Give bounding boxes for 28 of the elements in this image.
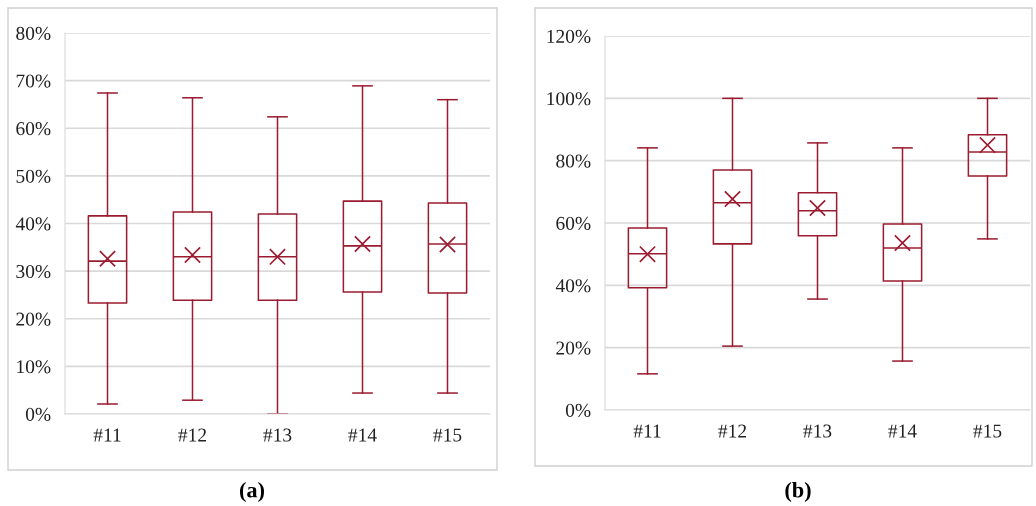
- y-tick-label: 0%: [25, 407, 51, 421]
- x-tick-label: #12: [718, 424, 747, 438]
- y-tick-label: 60%: [16, 122, 51, 136]
- x-tick-label: #15: [973, 424, 1002, 438]
- y-tick-label: 60%: [556, 216, 591, 230]
- y-tick-label: 80%: [16, 26, 51, 40]
- x-tick-label: #14: [348, 428, 377, 442]
- y-tick-label: 70%: [16, 74, 51, 88]
- y-tick-label: 20%: [16, 312, 51, 326]
- x-tick-label: #15: [433, 428, 462, 442]
- y-tick-label: 30%: [16, 264, 51, 279]
- text: (b): [785, 481, 811, 503]
- y-tick-label: 20%: [556, 341, 591, 355]
- y-tick-label: 0%: [565, 403, 591, 417]
- x-tick-label: #13: [803, 424, 832, 438]
- y-tick-label: 120%: [547, 29, 591, 43]
- x-tick-label: #12: [178, 428, 207, 442]
- y-tick-label: 100%: [547, 92, 591, 106]
- y-tick-label: 50%: [16, 169, 51, 183]
- x-tick-label: #13: [263, 428, 292, 442]
- x-tick-label: #11: [633, 424, 661, 438]
- y-tick-label: 40%: [15, 217, 51, 231]
- x-tick-label: #11: [93, 428, 121, 442]
- x-tick-label: #14: [888, 424, 917, 438]
- y-tick-label: 40%: [555, 279, 591, 293]
- y-tick-label: 10%: [17, 360, 51, 374]
- text: (a): [240, 481, 264, 503]
- y-tick-label: 80%: [556, 154, 591, 168]
